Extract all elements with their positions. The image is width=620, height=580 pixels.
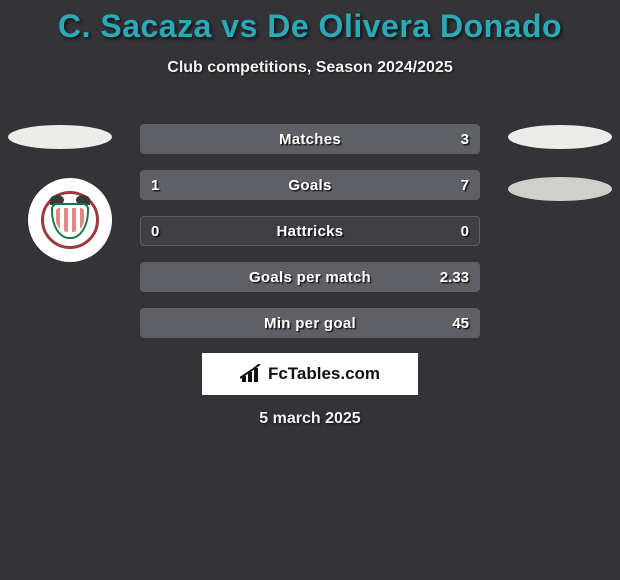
stat-label: Goals (141, 171, 479, 199)
comparison-infographic: C. Sacaza vs De Olivera Donado Club comp… (0, 0, 620, 580)
stat-label: Min per goal (141, 309, 479, 337)
stat-row-matches: Matches 3 (140, 124, 480, 154)
stat-row-goals-per-match: Goals per match 2.33 (140, 262, 480, 292)
bars-icon (240, 364, 264, 384)
team-crest-left (28, 178, 112, 262)
date-text: 5 march 2025 (0, 410, 620, 428)
stat-value-right: 2.33 (440, 263, 469, 291)
stat-row-hattricks: 0 Hattricks 0 (140, 216, 480, 246)
stat-value-right: 7 (461, 171, 469, 199)
stat-row-goals: 1 Goals 7 (140, 170, 480, 200)
page-subtitle: Club competitions, Season 2024/2025 (0, 59, 620, 77)
stat-value-right: 0 (461, 217, 469, 245)
stat-row-min-per-goal: Min per goal 45 (140, 308, 480, 338)
stat-label: Hattricks (141, 217, 479, 245)
stat-value-right: 45 (452, 309, 469, 337)
watermark: FcTables.com (202, 353, 418, 395)
page-title: C. Sacaza vs De Olivera Donado (0, 0, 620, 45)
crest-icon (41, 191, 99, 249)
player-right-badge-placeholder-2 (508, 177, 612, 201)
stat-label: Goals per match (141, 263, 479, 291)
stat-label: Matches (141, 125, 479, 153)
stats-rows: Matches 3 1 Goals 7 0 Hattricks 0 Goals … (140, 124, 480, 354)
player-left-badge-placeholder (8, 125, 112, 149)
stat-value-right: 3 (461, 125, 469, 153)
player-right-badge-placeholder-1 (508, 125, 612, 149)
watermark-text: FcTables.com (268, 364, 380, 384)
